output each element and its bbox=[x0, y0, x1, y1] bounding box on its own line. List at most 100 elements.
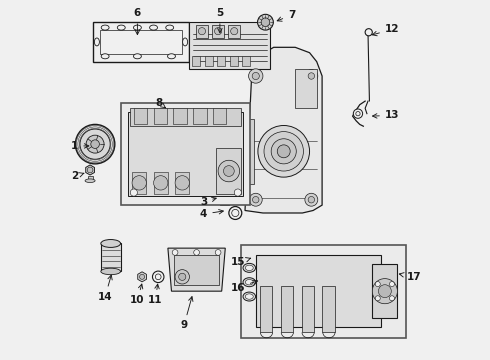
Bar bbox=[101, 243, 121, 271]
Circle shape bbox=[80, 129, 110, 159]
Circle shape bbox=[91, 140, 99, 148]
Circle shape bbox=[378, 285, 392, 298]
Bar bbox=[322, 286, 335, 332]
Circle shape bbox=[258, 14, 273, 30]
Ellipse shape bbox=[85, 179, 95, 183]
Circle shape bbox=[375, 296, 380, 301]
Bar bbox=[218, 56, 225, 66]
Bar bbox=[242, 244, 406, 338]
Circle shape bbox=[231, 28, 238, 35]
Bar bbox=[302, 286, 314, 332]
Circle shape bbox=[252, 72, 259, 80]
Text: 2: 2 bbox=[71, 171, 84, 181]
Text: 17: 17 bbox=[399, 272, 421, 282]
Bar bbox=[260, 286, 272, 332]
Bar bbox=[256, 255, 381, 327]
Circle shape bbox=[175, 176, 190, 190]
Text: 14: 14 bbox=[98, 275, 112, 302]
Ellipse shape bbox=[133, 25, 141, 30]
Circle shape bbox=[234, 189, 242, 196]
Ellipse shape bbox=[245, 265, 253, 271]
Circle shape bbox=[305, 193, 318, 206]
Ellipse shape bbox=[245, 294, 253, 299]
Bar bbox=[243, 56, 250, 66]
Bar bbox=[220, 193, 229, 205]
Ellipse shape bbox=[133, 54, 141, 59]
Ellipse shape bbox=[117, 25, 125, 30]
Text: 16: 16 bbox=[230, 280, 258, 293]
Circle shape bbox=[248, 69, 263, 83]
Circle shape bbox=[308, 73, 315, 79]
Polygon shape bbox=[138, 272, 147, 282]
Circle shape bbox=[264, 132, 303, 171]
Text: 6: 6 bbox=[134, 8, 141, 35]
Circle shape bbox=[87, 167, 93, 173]
Circle shape bbox=[308, 197, 315, 203]
Text: 15: 15 bbox=[230, 257, 250, 267]
Circle shape bbox=[86, 135, 104, 153]
Ellipse shape bbox=[243, 264, 256, 273]
Circle shape bbox=[249, 193, 262, 206]
Ellipse shape bbox=[245, 279, 253, 285]
Text: 10: 10 bbox=[130, 284, 145, 305]
Bar bbox=[134, 108, 147, 125]
Ellipse shape bbox=[101, 268, 121, 275]
Bar bbox=[372, 264, 397, 318]
Circle shape bbox=[179, 273, 186, 280]
Bar bbox=[281, 286, 293, 332]
Ellipse shape bbox=[149, 25, 157, 30]
Circle shape bbox=[223, 166, 234, 176]
Bar bbox=[174, 255, 219, 285]
Circle shape bbox=[390, 282, 394, 287]
Circle shape bbox=[172, 249, 178, 255]
Text: 8: 8 bbox=[155, 98, 166, 108]
Text: 3: 3 bbox=[200, 197, 216, 207]
Circle shape bbox=[365, 29, 372, 36]
Bar bbox=[132, 172, 147, 194]
Bar bbox=[93, 22, 190, 62]
Bar bbox=[100, 30, 181, 54]
Text: 7: 7 bbox=[277, 10, 295, 21]
Ellipse shape bbox=[101, 54, 109, 59]
Circle shape bbox=[252, 197, 259, 203]
Circle shape bbox=[215, 249, 221, 255]
Bar bbox=[88, 176, 93, 181]
Polygon shape bbox=[168, 248, 225, 291]
Polygon shape bbox=[86, 165, 95, 175]
Bar bbox=[153, 108, 167, 125]
Bar bbox=[190, 22, 270, 69]
Ellipse shape bbox=[101, 25, 109, 30]
Polygon shape bbox=[245, 47, 322, 213]
Circle shape bbox=[175, 270, 190, 284]
Bar bbox=[173, 108, 187, 125]
Bar bbox=[295, 69, 317, 108]
Bar bbox=[228, 25, 240, 39]
Circle shape bbox=[152, 271, 164, 283]
Ellipse shape bbox=[243, 292, 256, 301]
Bar bbox=[128, 112, 243, 196]
Text: 5: 5 bbox=[216, 8, 223, 33]
Circle shape bbox=[218, 160, 240, 182]
Ellipse shape bbox=[183, 38, 188, 46]
Bar bbox=[212, 25, 224, 39]
Circle shape bbox=[375, 282, 380, 287]
Bar bbox=[175, 172, 190, 194]
Ellipse shape bbox=[101, 239, 121, 247]
Circle shape bbox=[277, 145, 290, 158]
Bar bbox=[216, 148, 242, 194]
Circle shape bbox=[232, 210, 239, 217]
Circle shape bbox=[372, 279, 397, 304]
Text: 4: 4 bbox=[200, 209, 223, 219]
Bar bbox=[213, 108, 226, 125]
Text: 11: 11 bbox=[148, 284, 163, 305]
Circle shape bbox=[75, 125, 115, 164]
Circle shape bbox=[153, 176, 168, 190]
Circle shape bbox=[140, 274, 145, 279]
Text: 13: 13 bbox=[372, 111, 399, 121]
Bar bbox=[153, 172, 168, 194]
Ellipse shape bbox=[166, 25, 173, 30]
Text: 9: 9 bbox=[180, 297, 193, 330]
Bar bbox=[230, 56, 238, 66]
Circle shape bbox=[132, 176, 147, 190]
Bar bbox=[193, 108, 207, 125]
